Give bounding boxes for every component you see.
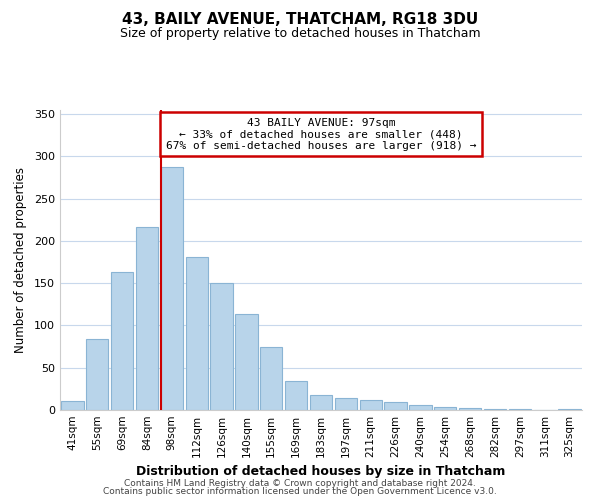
- Y-axis label: Number of detached properties: Number of detached properties: [14, 167, 27, 353]
- Text: Contains HM Land Registry data © Crown copyright and database right 2024.: Contains HM Land Registry data © Crown c…: [124, 478, 476, 488]
- Bar: [235, 314, 257, 410]
- Bar: [61, 400, 83, 410]
- Bar: [359, 400, 382, 410]
- Text: 43, BAILY AVENUE, THATCHAM, RG18 3DU: 43, BAILY AVENUE, THATCHAM, RG18 3DU: [122, 12, 478, 28]
- Bar: [211, 283, 233, 410]
- Bar: [161, 168, 183, 410]
- Text: Size of property relative to detached houses in Thatcham: Size of property relative to detached ho…: [119, 28, 481, 40]
- X-axis label: Distribution of detached houses by size in Thatcham: Distribution of detached houses by size …: [136, 466, 506, 478]
- Bar: [86, 339, 109, 410]
- Bar: [260, 346, 283, 410]
- Bar: [310, 395, 332, 410]
- Bar: [434, 408, 457, 410]
- Text: Contains public sector information licensed under the Open Government Licence v3: Contains public sector information licen…: [103, 488, 497, 496]
- Bar: [385, 402, 407, 410]
- Bar: [335, 398, 357, 410]
- Bar: [136, 228, 158, 410]
- Bar: [111, 272, 133, 410]
- Bar: [459, 408, 481, 410]
- Bar: [484, 409, 506, 410]
- Bar: [559, 409, 581, 410]
- Bar: [285, 382, 307, 410]
- Text: 43 BAILY AVENUE: 97sqm
← 33% of detached houses are smaller (448)
67% of semi-de: 43 BAILY AVENUE: 97sqm ← 33% of detached…: [166, 118, 476, 150]
- Bar: [185, 257, 208, 410]
- Bar: [409, 405, 431, 410]
- Bar: [509, 409, 531, 410]
